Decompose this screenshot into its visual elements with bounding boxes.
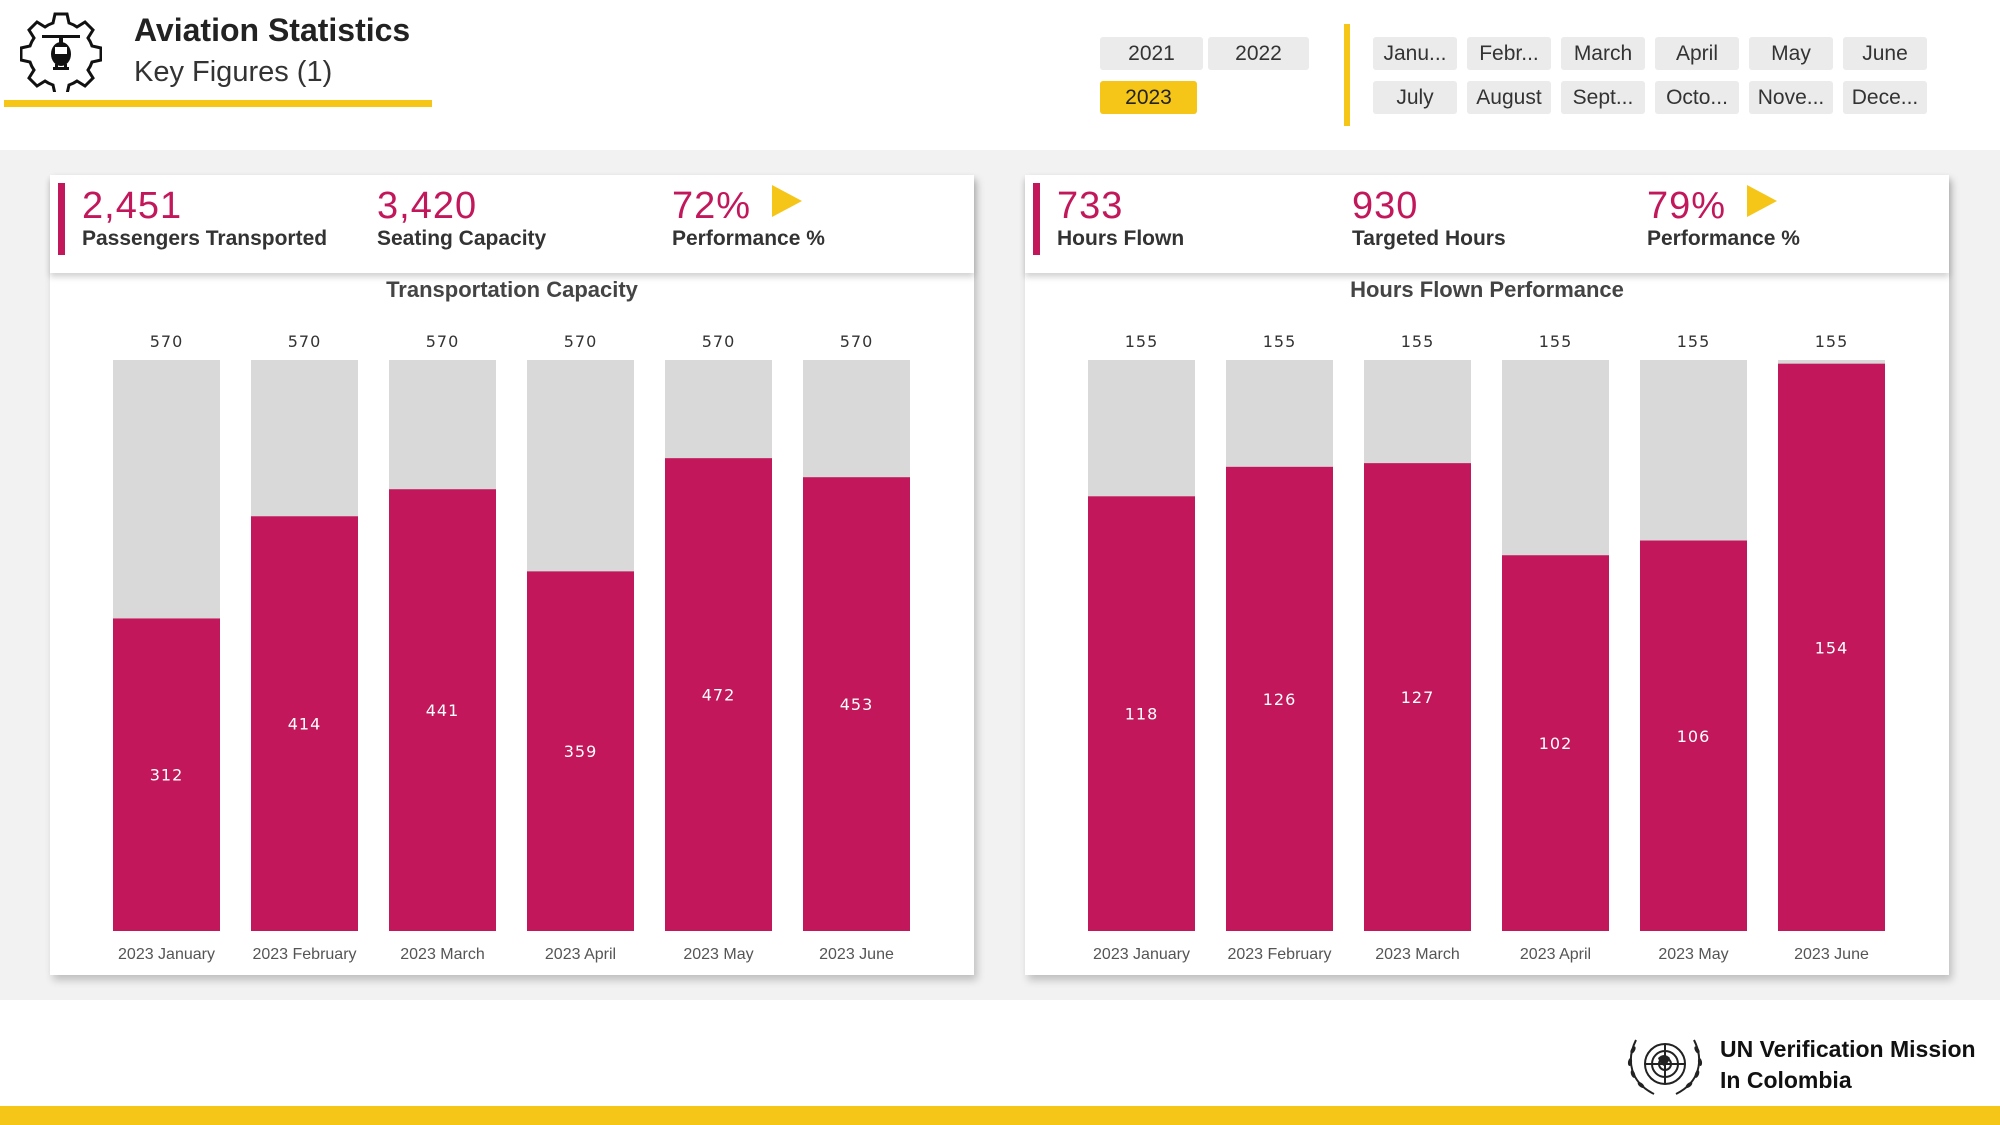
year-option-2021[interactable]: 2021 — [1100, 37, 1203, 70]
un-emblem-icon — [1627, 1039, 1703, 1095]
transportation-panel: 2,451 Passengers Transported 3,420 Seati… — [50, 175, 974, 975]
x-axis-label-april: 2023 April — [545, 946, 616, 963]
month-option-december[interactable]: Dece... — [1843, 81, 1927, 114]
month-option-may[interactable]: May — [1749, 37, 1833, 70]
month-option-august[interactable]: August — [1467, 81, 1551, 114]
kpi-performance-value: 72% — [672, 185, 752, 227]
helicopter-gear-icon — [20, 12, 102, 92]
capacity-label-april: 155 — [1539, 332, 1573, 351]
title-underline — [4, 100, 432, 107]
capacity-label-march: 155 — [1401, 332, 1435, 351]
kpi-targeted-hours-value: 930 — [1352, 185, 1419, 227]
value-label-june: 453 — [840, 695, 874, 714]
x-axis-label-march: 2023 March — [1375, 946, 1460, 963]
capacity-label-january: 570 — [150, 332, 184, 351]
month-option-november[interactable]: Nove... — [1749, 81, 1833, 114]
organization-line-1: UN Verification Mission — [1720, 1036, 1976, 1062]
value-bar-april — [527, 571, 634, 931]
x-axis-label-february: 2023 February — [252, 946, 356, 963]
capacity-label-april: 570 — [564, 332, 598, 351]
page-header: Aviation Statistics Key Figures (1) 2021… — [0, 0, 2000, 150]
month-option-january[interactable]: Janu... — [1373, 37, 1457, 70]
x-axis-label-february: 2023 February — [1227, 946, 1331, 963]
kpi-accent-bar — [58, 183, 65, 255]
kpi-passengers-value: 2,451 — [82, 185, 183, 227]
month-option-september[interactable]: Sept... — [1561, 81, 1645, 114]
month-option-february[interactable]: Febr... — [1467, 37, 1551, 70]
x-axis-label-january: 2023 January — [118, 946, 215, 963]
value-label-february: 126 — [1263, 690, 1297, 709]
month-option-march[interactable]: March — [1561, 37, 1645, 70]
kpi-accent-bar — [1033, 183, 1040, 255]
x-axis-label-april: 2023 April — [1520, 946, 1591, 963]
value-label-february: 414 — [288, 715, 322, 734]
capacity-label-june: 155 — [1815, 332, 1849, 351]
kpi-hours-flown-label: Hours Flown — [1057, 227, 1185, 250]
kpi-performance-label: Performance % — [1647, 227, 1800, 250]
value-bar-april — [1502, 555, 1609, 931]
month-option-july[interactable]: July — [1373, 81, 1457, 114]
capacity-label-february: 155 — [1263, 332, 1297, 351]
capacity-label-february: 570 — [288, 332, 322, 351]
capacity-label-may: 570 — [702, 332, 736, 351]
footer-bar — [0, 1106, 2000, 1125]
kpi-seating-value: 3,420 — [377, 185, 478, 227]
chart-title: Transportation Capacity — [386, 277, 638, 302]
value-label-june: 154 — [1815, 638, 1849, 657]
value-bar-february — [1226, 466, 1333, 931]
value-bar-may — [1640, 540, 1747, 931]
organization-name: UN Verification Mission In Colombia — [1720, 1034, 1976, 1096]
hours-kpi-strip: 733 Hours Flown 930 Targeted Hours 79% P… — [1025, 175, 1949, 273]
value-label-january: 312 — [150, 766, 184, 785]
value-bar-february — [251, 516, 358, 931]
capacity-label-january: 155 — [1125, 332, 1159, 351]
x-axis-label-january: 2023 January — [1093, 946, 1190, 963]
value-label-may: 106 — [1677, 727, 1711, 746]
x-axis-label-may: 2023 May — [1658, 946, 1728, 963]
x-axis-label-march: 2023 March — [400, 946, 485, 963]
kpi-passengers-label: Passengers Transported — [82, 227, 328, 250]
page-subtitle: Key Figures (1) — [134, 56, 333, 88]
kpi-targeted-hours-label: Targeted Hours — [1352, 227, 1506, 250]
month-option-october[interactable]: Octo... — [1655, 81, 1739, 114]
slicer-divider — [1344, 24, 1350, 126]
kpi-hours-flown-value: 733 — [1057, 185, 1124, 227]
value-bar-january — [1088, 496, 1195, 931]
x-axis-label-june: 2023 June — [819, 946, 894, 963]
kpi-seating-label: Seating Capacity — [377, 227, 547, 250]
value-bar-may — [665, 458, 772, 931]
hours-flown-performance-chart: 155 118 2023 January 155 126 2023 February 155… — [1088, 332, 1885, 963]
page-title: Aviation Statistics — [134, 12, 411, 48]
value-label-may: 472 — [702, 686, 736, 705]
year-option-2023[interactable]: 2023 — [1100, 81, 1197, 114]
kpi-performance-label: Performance % — [672, 227, 825, 250]
hours-flown-panel: 733 Hours Flown 930 Targeted Hours 79% P… — [1025, 175, 1949, 975]
play-triangle-icon — [772, 185, 802, 217]
chart-title: Hours Flown Performance — [1350, 277, 1624, 302]
transportation-kpi-strip: 2,451 Passengers Transported 3,420 Seati… — [50, 175, 974, 273]
value-label-march: 441 — [426, 701, 460, 720]
transportation-capacity-chart: 570 312 2023 January 570 414 2023 February 570… — [113, 332, 910, 963]
organization-line-2: In Colombia — [1720, 1067, 1852, 1093]
value-bar-march — [1364, 463, 1471, 931]
value-bar-june — [803, 477, 910, 931]
x-axis-label-june: 2023 June — [1794, 946, 1869, 963]
x-axis-label-may: 2023 May — [683, 946, 753, 963]
capacity-label-june: 570 — [840, 332, 874, 351]
value-label-january: 118 — [1125, 705, 1159, 724]
month-option-april[interactable]: April — [1655, 37, 1739, 70]
value-label-april: 102 — [1539, 734, 1573, 753]
month-option-june[interactable]: June — [1843, 37, 1927, 70]
value-bar-june — [1778, 363, 1885, 932]
kpi-performance-value: 79% — [1647, 185, 1727, 227]
capacity-label-march: 570 — [426, 332, 460, 351]
play-triangle-icon — [1747, 185, 1777, 217]
value-bar-march — [389, 489, 496, 931]
capacity-label-may: 155 — [1677, 332, 1711, 351]
value-label-april: 359 — [564, 742, 598, 761]
value-label-march: 127 — [1401, 688, 1435, 707]
year-option-2022[interactable]: 2022 — [1208, 37, 1309, 70]
value-bar-january — [113, 618, 220, 931]
